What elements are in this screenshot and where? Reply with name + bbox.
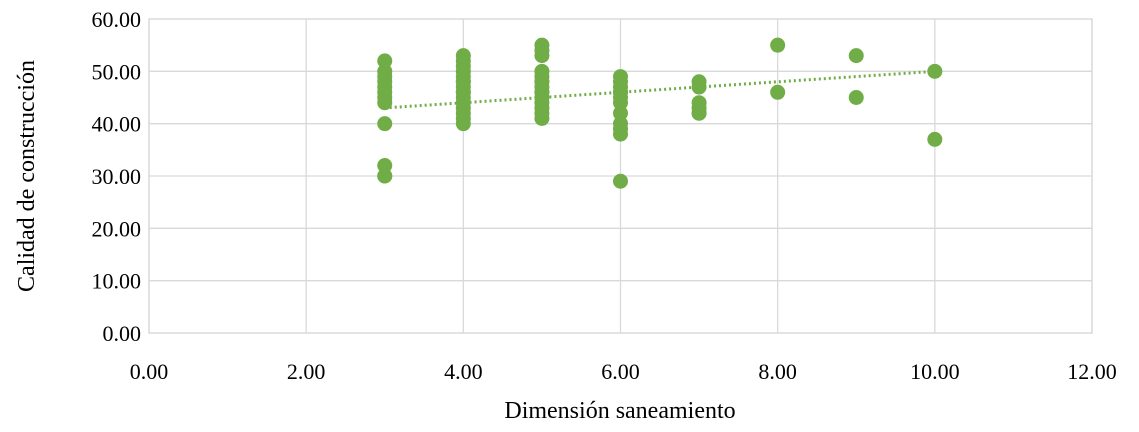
x-tick-label: 12.00 xyxy=(1067,359,1117,384)
y-tick-label: 10.00 xyxy=(92,269,142,294)
data-point xyxy=(770,84,786,100)
x-tick-label: 2.00 xyxy=(287,359,326,384)
y-tick-label: 20.00 xyxy=(92,216,142,241)
y-tick-label: 30.00 xyxy=(92,164,142,189)
data-point xyxy=(377,53,393,69)
data-point xyxy=(377,168,393,184)
y-axis-title: Calidad de construcción xyxy=(14,60,40,292)
data-point xyxy=(613,126,628,142)
data-point xyxy=(770,37,786,53)
data-point xyxy=(691,79,707,95)
data-point xyxy=(927,131,943,147)
data-point xyxy=(377,95,393,111)
x-tick-label: 6.00 xyxy=(601,359,640,384)
y-tick-label: 60.00 xyxy=(92,7,142,32)
data-point xyxy=(927,63,943,79)
data-points xyxy=(377,37,943,189)
data-point xyxy=(377,116,393,132)
data-point xyxy=(455,116,471,132)
x-tick-label: 4.00 xyxy=(444,359,483,384)
data-point xyxy=(848,90,864,105)
plot-area xyxy=(148,18,1093,334)
data-point xyxy=(848,48,864,64)
x-tick-label: 8.00 xyxy=(758,359,797,384)
data-point xyxy=(534,110,550,126)
x-tick-label: 0.00 xyxy=(130,359,169,384)
data-point xyxy=(455,74,471,90)
y-axis: 0.00 10.00 20.00 30.00 40.00 50.00 60.00 xyxy=(92,7,142,346)
x-tick-label: 10.00 xyxy=(910,359,960,384)
data-point xyxy=(455,84,471,100)
x-axis-title: Dimensión saneamiento xyxy=(504,398,735,424)
x-axis: 0.00 2.00 4.00 6.00 8.00 10.00 12.00 xyxy=(130,359,1117,384)
data-point xyxy=(613,95,628,111)
data-point xyxy=(534,48,550,64)
trendline xyxy=(384,69,935,110)
data-point xyxy=(613,84,628,100)
data-point xyxy=(613,173,628,189)
y-tick-label: 40.00 xyxy=(92,112,142,137)
data-point xyxy=(613,105,628,121)
y-tick-label: 0.00 xyxy=(103,321,142,346)
data-point xyxy=(534,74,550,90)
data-point xyxy=(377,158,393,174)
data-point xyxy=(534,84,550,100)
y-tick-label: 50.00 xyxy=(92,59,142,84)
data-point xyxy=(691,105,707,121)
